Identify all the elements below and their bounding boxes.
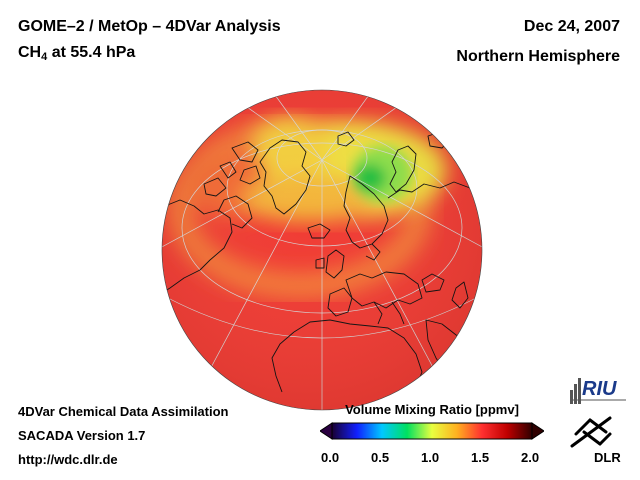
colorbar-tick-label: 0.5 <box>371 450 390 465</box>
colorbar <box>320 422 544 440</box>
globe-outline <box>161 89 483 411</box>
map-region: Northern Hemisphere <box>456 48 620 65</box>
dlr-logo-text: DLR <box>594 450 621 465</box>
colorbar-label: Volume Mixing Ratio [ppmv] <box>345 402 519 417</box>
dlr-logo-mark <box>570 416 612 448</box>
globe-map <box>161 89 483 411</box>
footer-line-1: 4DVar Chemical Data Assimilation <box>18 404 229 419</box>
species-name: CH <box>18 44 42 61</box>
riu-logo-text: RIU <box>582 378 617 400</box>
map-date: Dec 24, 2007 <box>523 18 620 35</box>
riu-logo: RIU <box>570 378 626 404</box>
colorbar-high-arrow <box>531 422 544 440</box>
colorbar-tick-label: 2.0 <box>521 450 540 465</box>
pressure-level: at 55.4 hPa <box>51 44 136 61</box>
footer-url: http://wdc.dlr.de <box>18 452 118 467</box>
colorbar-tick-label: 1.0 <box>421 450 440 465</box>
colorbar-low-arrow <box>320 422 333 440</box>
footer-line-2: SACADA Version 1.7 <box>18 428 146 443</box>
species-subscript: 4 <box>41 51 48 63</box>
colorbar-gradient <box>331 422 533 440</box>
map-title: GOME–2 / MetOp – 4DVar Analysis <box>18 18 281 35</box>
map-subtitle: CH4 at 55.4 hPa <box>18 44 135 63</box>
colorbar-tick-label: 1.5 <box>471 450 490 465</box>
colorbar-tick-label: 0.0 <box>321 450 340 465</box>
